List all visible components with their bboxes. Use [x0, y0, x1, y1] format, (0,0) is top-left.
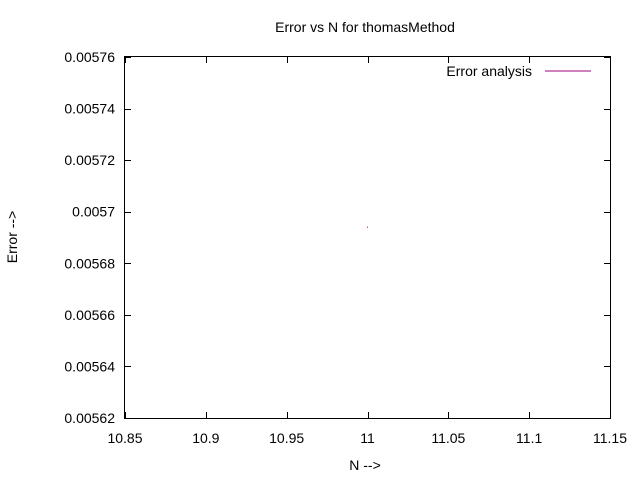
x-tick-label: 11 [360, 430, 375, 446]
x-tick-label: 10.85 [107, 430, 142, 446]
x-tick-label: 11.15 [593, 430, 627, 446]
y-tick-label: 0.00576 [64, 49, 115, 65]
y-tick-label: 0.0057 [72, 204, 115, 220]
y-tick-label: 0.00566 [64, 307, 115, 323]
y-tick-label: 0.00572 [64, 152, 115, 168]
y-tick-label: 0.00574 [64, 101, 115, 117]
legend: Error analysis [446, 63, 591, 79]
x-tick-label: 10.9 [192, 430, 219, 446]
x-axis-label: N --> [349, 457, 381, 473]
data-layer [367, 226, 368, 228]
y-axis-label: Error --> [4, 211, 20, 264]
x-tick-label: 11.05 [431, 430, 465, 446]
data-point [367, 226, 368, 228]
x-tick-label: 10.95 [269, 430, 304, 446]
y-tick-label: 0.00564 [64, 358, 115, 374]
y-tick-label: 0.00562 [64, 410, 115, 426]
legend-label: Error analysis [446, 63, 532, 79]
plot-frame [124, 56, 611, 419]
y-tick-label: 0.00568 [64, 255, 115, 271]
ticks-layer: 10.85 10.9 10.95 11 11.05 11.1 11.15 0.00562 0.0… [64, 49, 627, 446]
chart-title: Error vs N for thomasMethod [275, 19, 455, 35]
x-tick-label: 11.1 [516, 430, 542, 446]
